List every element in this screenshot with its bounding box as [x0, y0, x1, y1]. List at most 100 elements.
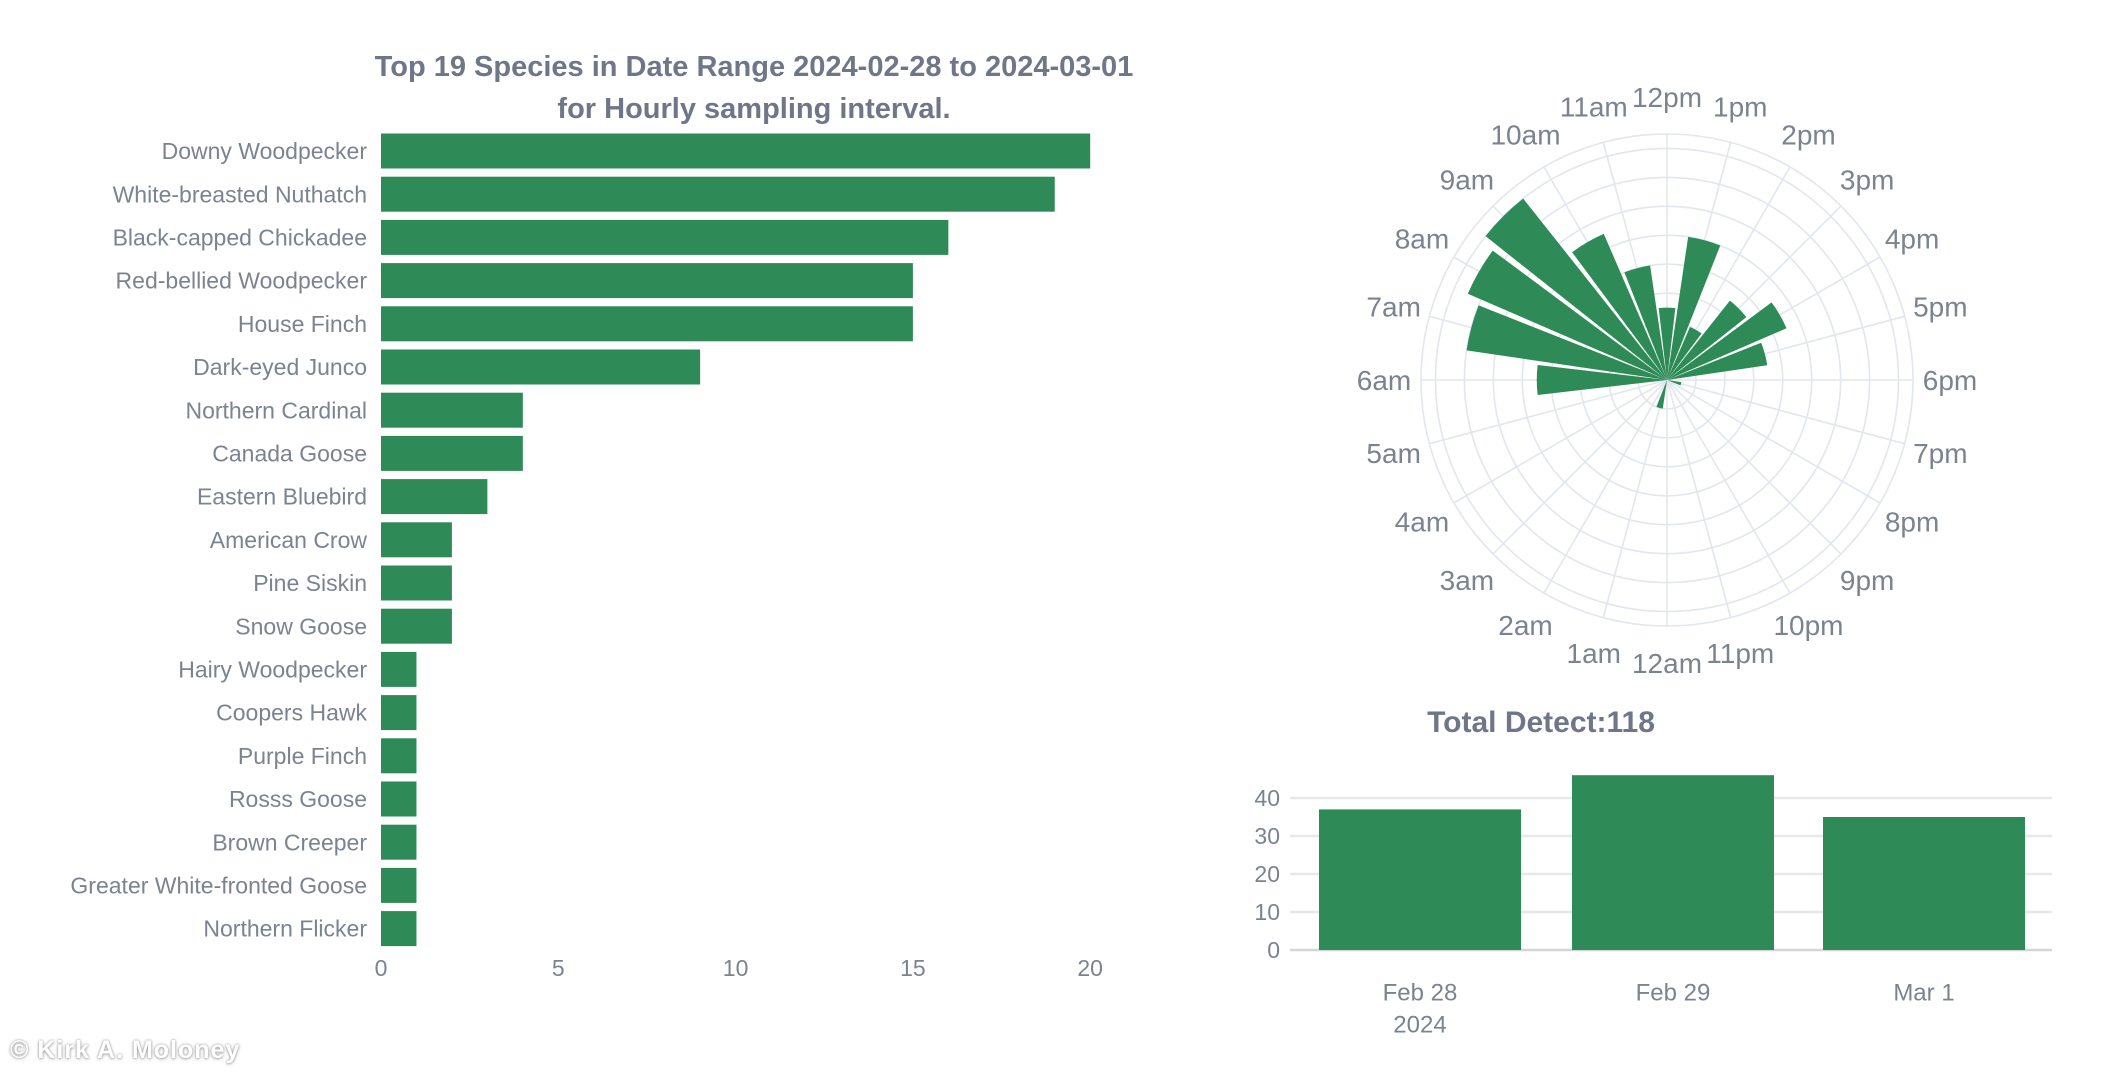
daily-x-label: Feb 28: [1383, 979, 1458, 1006]
daily-y-tick: 0: [1267, 937, 1280, 963]
species-bar[interactable]: [381, 824, 417, 860]
rose-hour-label: 11pm: [1706, 638, 1774, 669]
rose-hour-label: 9am: [1440, 165, 1494, 196]
rose-sector-11am[interactable]: [1624, 265, 1667, 380]
rose-hour-label: 5pm: [1913, 292, 1967, 323]
rose-sector-9am[interactable]: [1485, 198, 1667, 380]
species-label: Eastern Bluebird: [197, 484, 367, 510]
species-bar[interactable]: [381, 911, 417, 947]
rose-hour-label: 12am: [1632, 648, 1702, 679]
rose-sector-3pm[interactable]: [1667, 300, 1747, 380]
hourly-rose-chart: 12pm 1pm2pm3pm4pm5pm6pm7pm8pm9pm10pm11pm1…: [1357, 82, 1977, 679]
species-label: Purple Finch: [238, 743, 367, 769]
rose-hour-label: 6pm: [1923, 365, 1977, 396]
rose-sector-12pm[interactable]: [1658, 307, 1676, 380]
species-bar[interactable]: [381, 263, 913, 299]
rose-hour-label: 5am: [1366, 438, 1420, 469]
species-bar[interactable]: [381, 738, 417, 774]
rose-grid-spoke: [1666, 379, 1881, 504]
daily-y-tick: 30: [1254, 823, 1280, 849]
species-bar[interactable]: [381, 522, 452, 558]
species-bar[interactable]: [381, 219, 949, 255]
daily-detections-chart: 0 10 20 30 40 Feb 28 Feb 29 Mar 1 2024: [1254, 775, 2052, 1038]
species-bar[interactable]: [381, 176, 1055, 212]
rose-sector-7pm[interactable]: [1667, 380, 1682, 386]
species-x-tick: 0: [375, 955, 388, 981]
species-bar[interactable]: [381, 565, 452, 601]
rose-hour-label: 7am: [1366, 292, 1420, 323]
rose-grid-spoke: [1666, 379, 1791, 594]
species-label: Northern Flicker: [203, 916, 367, 942]
rose-grid-spoke: [1666, 379, 1905, 445]
species-bar[interactable]: [381, 349, 701, 385]
species-chart-title-line1: Top 19 Species in Date Range 2024-02-28 …: [374, 51, 1134, 83]
rose-sector-2pm[interactable]: [1667, 326, 1702, 380]
rose-sector-6am[interactable]: [1536, 365, 1667, 395]
species-bar[interactable]: [381, 435, 523, 471]
species-label: Canada Goose: [212, 440, 367, 466]
daily-y-tick: 10: [1254, 899, 1280, 925]
daily-bar-mar-1[interactable]: [1823, 817, 2025, 950]
rose-hour-label: 3pm: [1840, 165, 1894, 196]
rose-hour-label: 9pm: [1840, 565, 1894, 596]
species-label: Dark-eyed Junco: [193, 354, 367, 380]
rose-hour-label: 12pm: [1632, 82, 1702, 113]
rose-hour-label: 7pm: [1913, 438, 1967, 469]
rose-hour-label: 1pm: [1713, 91, 1767, 122]
rose-sector-1am[interactable]: [1656, 380, 1667, 409]
daily-y-tick: 40: [1254, 785, 1280, 811]
species-chart: Downy Woodpecker White-breasted Nuthatch B…: [70, 133, 1103, 981]
rose-sector-5pm[interactable]: [1667, 342, 1768, 380]
rose-grid-spoke: [1492, 379, 1668, 555]
species-bar[interactable]: [381, 867, 417, 903]
species-label: Pine Siskin: [253, 570, 367, 596]
species-bar[interactable]: [381, 392, 523, 428]
species-chart-title-line2: for Hourly sampling interval.: [557, 93, 951, 125]
species-bar[interactable]: [381, 651, 417, 687]
species-label: Snow Goose: [235, 613, 367, 639]
species-bar[interactable]: [381, 608, 452, 644]
rose-hour-label: 3am: [1440, 565, 1494, 596]
species-chart-title: Top 19 Species in Date Range 2024-02-28 …: [154, 46, 1354, 130]
rose-grid-spoke: [1543, 379, 1668, 594]
species-x-tick: 15: [900, 955, 926, 981]
species-x-tick: 5: [552, 955, 565, 981]
rose-hour-label: 10pm: [1773, 610, 1843, 641]
daily-bar-feb-29[interactable]: [1572, 775, 1774, 950]
species-label: White-breasted Nuthatch: [113, 181, 367, 207]
species-label: Rosss Goose: [229, 786, 367, 812]
daily-chart-title: Total Detect:118: [1427, 706, 1655, 739]
rose-hour-label: 8am: [1395, 223, 1449, 254]
rose-grid-spoke: [1602, 379, 1668, 618]
rose-hour-label: 4am: [1395, 506, 1449, 537]
watermark: © Kirk A. Moloney: [10, 1036, 241, 1064]
rose-sector-10am[interactable]: [1572, 233, 1667, 380]
species-label: Black-capped Chickadee: [113, 224, 367, 250]
species-bar[interactable]: [381, 306, 913, 342]
rose-sector-8am[interactable]: [1467, 250, 1667, 380]
daily-y-tick: 20: [1254, 861, 1280, 887]
rose-sector-4pm[interactable]: [1667, 302, 1787, 380]
species-bar[interactable]: [381, 781, 417, 817]
rose-hour-label: 8pm: [1885, 506, 1939, 537]
rose-sector-1pm[interactable]: [1667, 236, 1721, 380]
species-bar[interactable]: [381, 133, 1091, 169]
species-label: Hairy Woodpecker: [178, 656, 367, 682]
rose-hour-label: 2am: [1498, 610, 1552, 641]
rose-sector-7am[interactable]: [1466, 305, 1667, 380]
rose-hour-label: 4pm: [1885, 223, 1939, 254]
species-label: House Finch: [238, 311, 367, 337]
species-bar[interactable]: [381, 695, 417, 731]
rose-hour-label: 10am: [1490, 120, 1560, 151]
daily-x-year-label: 2024: [1393, 1011, 1446, 1038]
species-label: Northern Cardinal: [185, 397, 367, 423]
daily-bar-feb-28[interactable]: [1319, 809, 1521, 950]
rose-grid-spoke: [1453, 379, 1668, 504]
species-label: Brown Creeper: [212, 829, 367, 855]
species-bar[interactable]: [381, 479, 488, 515]
rose-hour-label: 2pm: [1781, 120, 1835, 151]
species-x-tick: 20: [1077, 955, 1103, 981]
species-x-tick: 10: [723, 955, 749, 981]
